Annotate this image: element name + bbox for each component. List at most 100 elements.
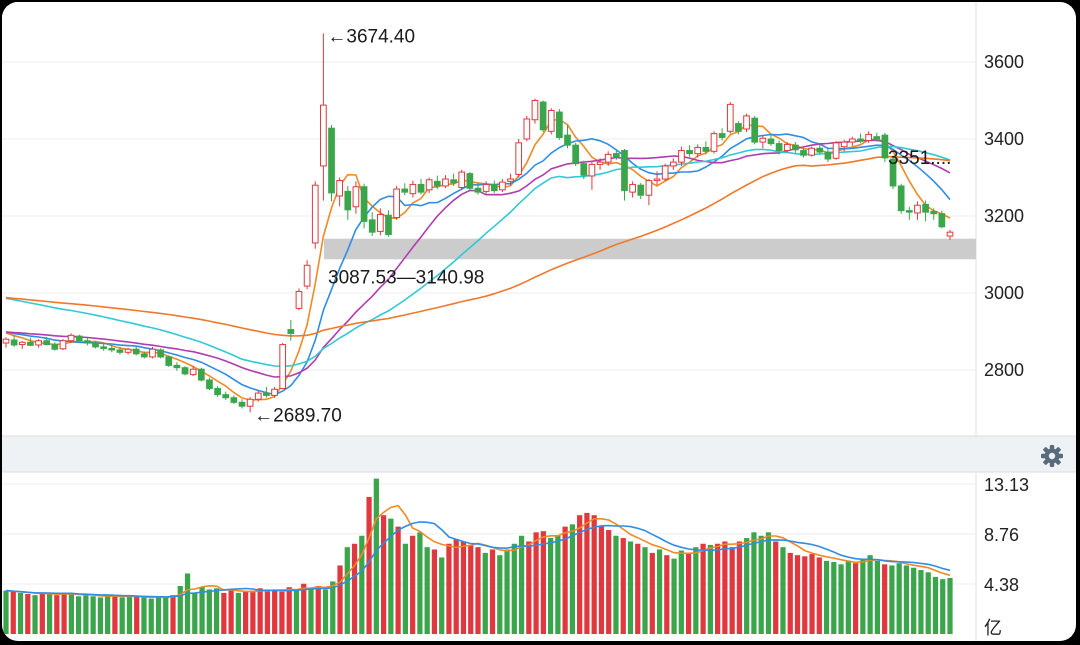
candle [604,151,612,166]
candle [311,181,319,249]
candle [751,115,759,145]
volume-bar [852,563,859,634]
last-price-annotation: 3351.... [888,148,951,169]
volume-bar [83,595,89,634]
volume-bar [17,592,24,634]
candle [100,343,108,351]
volume-bar [591,515,597,634]
volume-bar [301,583,307,634]
volume-bar [410,535,416,634]
candle [466,172,474,191]
volume-bar [606,530,612,634]
volume-bar [765,532,772,634]
candle [197,367,205,382]
candle [425,177,433,193]
candle [800,148,807,158]
candle [499,179,506,193]
candle [572,142,580,166]
candle [678,146,685,166]
candle [946,229,954,240]
volume-bar [54,595,60,634]
volume-bar [431,549,438,634]
volume-bar [10,591,16,634]
candle [816,144,824,155]
ma-line-ma60 [5,155,951,337]
candle [222,391,230,401]
candle [385,210,392,237]
candle [433,175,441,190]
volume-bar [315,586,321,634]
candle [116,346,124,355]
candle [124,347,132,355]
candle [645,179,653,206]
volume-bar [417,532,423,634]
candle [328,125,335,202]
volume-bar [736,541,743,634]
candle [238,399,246,409]
candle [743,113,750,133]
candle [824,147,832,163]
low-annotation: ←2689.70 [254,405,342,426]
volume-bar [213,588,220,634]
volume-bar [896,563,902,634]
price-grid [2,61,976,371]
volume-bar [918,570,924,634]
candle [580,160,588,180]
candle [686,145,693,157]
volume-bar [620,538,626,634]
volume-bar [286,587,292,634]
candle [556,108,563,140]
volume-bar [715,543,721,634]
volume-bar [809,554,815,634]
volume-bar [497,555,503,634]
volume-bar [105,595,111,634]
volume-bar [722,541,728,634]
volume-ma-line-ma10 [5,521,951,598]
candle [531,98,539,124]
candle [474,182,482,195]
candle [254,390,262,402]
volume-bar [279,591,285,634]
volume-bar [46,594,53,634]
volume-bar [439,557,445,634]
volume-bar [511,543,517,634]
candle [181,366,189,376]
candle [661,163,669,182]
volume-bar [744,538,750,634]
volume-bar [911,567,917,634]
volume-bar [518,535,525,634]
candle [336,177,344,207]
volume-bar [61,592,67,634]
volume-bar [322,589,329,634]
candle [718,128,726,141]
volume-bar [184,573,191,634]
volume-pane: 13.13 8.76 4.38 亿 [2,472,1029,641]
volume-bar [787,552,793,634]
candle [588,162,596,190]
candle [279,343,287,390]
volume-grid [2,483,976,585]
candle [930,208,938,220]
volume-bar [155,596,162,634]
volume-bar [598,526,605,634]
price-pane-bg [2,2,976,436]
volume-bar [780,547,786,634]
volume-bar [874,560,880,634]
volume-bar [141,597,147,634]
volume-bar [482,552,488,634]
candle [303,260,311,290]
volume-bar [882,564,888,634]
candle [783,142,791,153]
volume-bar [947,578,953,634]
volume-bar [337,565,343,634]
candle [409,180,417,198]
volume-bar [170,595,176,634]
volume-bar [453,539,459,634]
candle [458,169,466,190]
candle [726,102,734,134]
gear-icon[interactable] [1041,445,1063,467]
candle [132,346,140,356]
candle [873,132,881,142]
candle [75,334,83,343]
volume-bar [940,579,946,634]
